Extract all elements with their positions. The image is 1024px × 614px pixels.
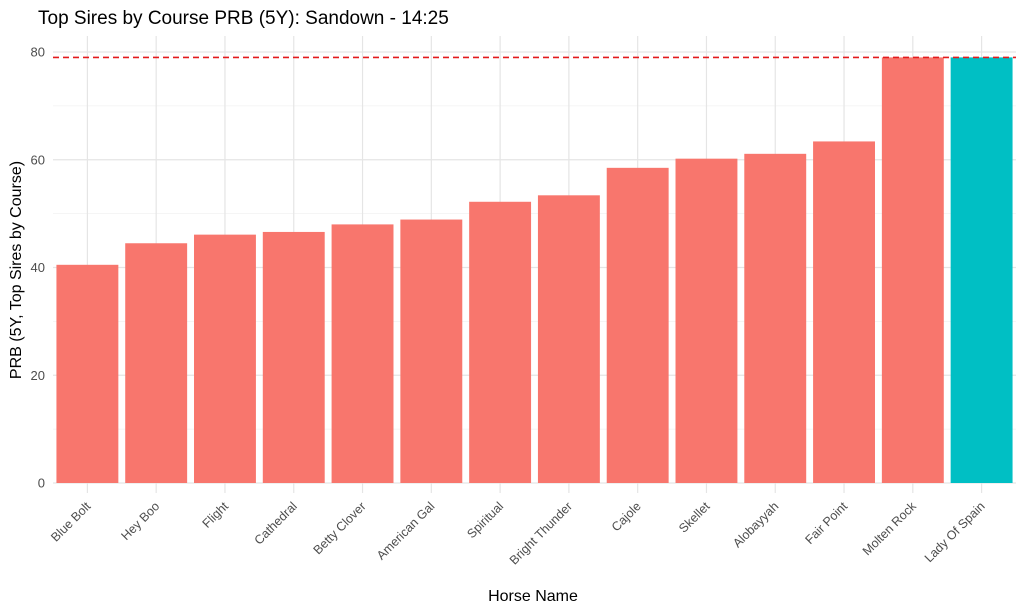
bar-fair-point xyxy=(813,141,875,483)
bar-flight xyxy=(194,234,256,483)
bar-alobayyah xyxy=(744,153,807,484)
x-tick-label-flight: Flight xyxy=(200,499,232,531)
x-tick-label-skellet: Skellet xyxy=(676,499,713,536)
x-tick-label-cajole: Cajole xyxy=(609,499,644,534)
bar-hey-boo xyxy=(125,243,188,483)
bar-betty-clover xyxy=(331,224,394,483)
y-axis-ticks: 0 20 40 60 80 xyxy=(31,45,45,491)
x-tick-label-spiritual: Spiritual xyxy=(464,499,506,541)
bar-spiritual xyxy=(469,201,532,483)
bar-blue-bolt xyxy=(56,264,119,483)
y-tick-label: 80 xyxy=(31,45,45,60)
x-tick-label-blue-bolt: Blue Bolt xyxy=(48,499,94,545)
x-tick-label-cathedral: Cathedral xyxy=(252,499,300,547)
bar-lady-of-spain xyxy=(950,57,1013,483)
x-tick-label-betty-clover: Betty Clover xyxy=(311,499,369,557)
bar-american-gal xyxy=(400,219,463,483)
y-tick-label: 60 xyxy=(31,152,45,167)
y-tick-label: 0 xyxy=(38,476,45,491)
x-tick-label-lady-of-spain: Lady Of Spain xyxy=(922,499,988,565)
x-tick-label-hey-boo: Hey Boo xyxy=(118,499,162,543)
x-tick-label-fair-point: Fair Point xyxy=(802,499,850,547)
x-axis-ticks: Blue Bolt Hey Boo Flight Cathedral Betty Clo… xyxy=(48,499,988,568)
bar-cathedral xyxy=(262,231,325,483)
y-tick-label: 20 xyxy=(31,368,45,383)
x-tick-label-american-gal: American Gal xyxy=(374,499,437,562)
bar-molten-rock xyxy=(881,57,944,483)
x-axis-title: Horse Name xyxy=(488,588,578,605)
bars xyxy=(56,57,1013,484)
x-tick-label-molten-rock: Molten Rock xyxy=(860,499,920,559)
bar-cajole xyxy=(606,167,669,484)
x-tick-label-bright-thunder: Bright Thunder xyxy=(507,499,575,567)
bar-bright-thunder xyxy=(537,195,600,483)
y-tick-label: 40 xyxy=(31,260,45,275)
x-tick-label-alobayyah: Alobayyah xyxy=(730,499,781,550)
y-axis-title: PRB (5Y, Top Sires by Course) xyxy=(8,161,25,379)
chart-title: Top Sires by Course PRB (5Y): Sandown - … xyxy=(38,8,449,29)
bar-skellet xyxy=(675,158,738,484)
